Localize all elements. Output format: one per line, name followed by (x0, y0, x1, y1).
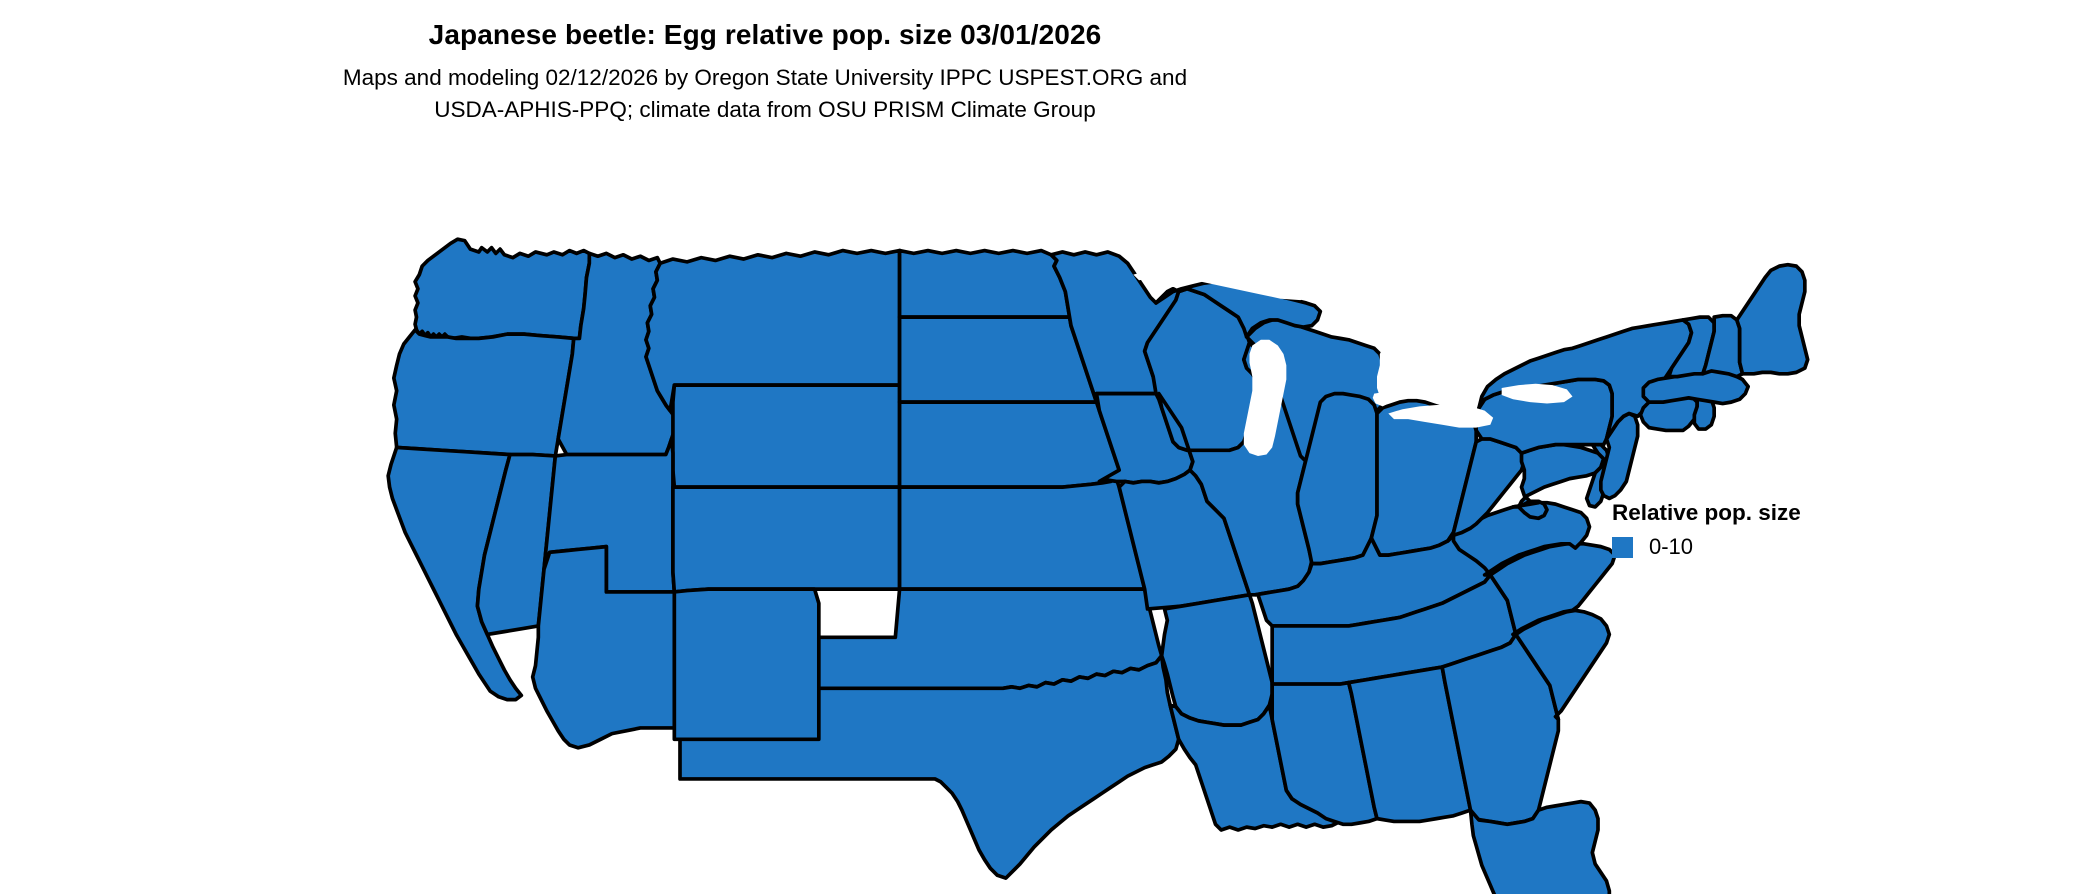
state-south-dakota[interactable] (897, 315, 1099, 404)
state-vermont[interactable] (1666, 315, 1717, 379)
subtitle-line-2: USDA-APHIS-PPQ; climate data from OSU PR… (434, 97, 1096, 122)
state-new-mexico[interactable] (672, 587, 821, 742)
lake-st-clair (1372, 392, 1389, 407)
state-washington[interactable] (413, 237, 592, 341)
state-maine[interactable] (1734, 262, 1810, 376)
choropleth-map (255, 178, 1810, 894)
map-legend: Relative pop. size 0-10 (1612, 500, 1912, 560)
state-nebraska[interactable] (897, 400, 1122, 489)
lake-superior (1133, 264, 1312, 301)
state-oregon[interactable] (391, 328, 576, 458)
state-arizona[interactable] (530, 544, 677, 750)
state-wyoming[interactable] (671, 383, 902, 489)
state-north-dakota[interactable] (897, 248, 1072, 319)
legend-item-0-10[interactable]: 0-10 (1612, 534, 1912, 560)
state-georgia[interactable] (1440, 632, 1561, 827)
lake-ontario (1501, 383, 1573, 404)
states-layer (386, 237, 1810, 894)
us-states-svg (386, 237, 1810, 894)
legend-title: Relative pop. size (1612, 500, 1801, 525)
state-florida[interactable] (1468, 799, 1612, 894)
lake-huron (1377, 344, 1406, 400)
state-arkansas[interactable] (1159, 592, 1275, 727)
figure-subtitle: Maps and modeling 02/12/2026 by Oregon S… (0, 62, 1530, 126)
great-lakes-layer (1133, 264, 1573, 456)
state-kansas[interactable] (897, 476, 1147, 591)
lake-michigan (1243, 339, 1287, 456)
state-texas[interactable] (678, 653, 1181, 880)
subtitle-line-1: Maps and modeling 02/12/2026 by Oregon S… (342, 65, 1188, 90)
state-virginia[interactable] (1451, 500, 1592, 577)
page-title: Japanese beetle: Egg relative pop. size … (428, 19, 1102, 50)
legend-item-label: 0-10 (1649, 534, 1694, 559)
lake-erie (1388, 404, 1494, 428)
state-colorado[interactable] (671, 485, 902, 594)
title-block: Japanese beetle: Egg relative pop. size … (0, 18, 1530, 126)
state-maryland[interactable] (1511, 442, 1606, 521)
legend-swatch-icon (1612, 536, 1633, 558)
